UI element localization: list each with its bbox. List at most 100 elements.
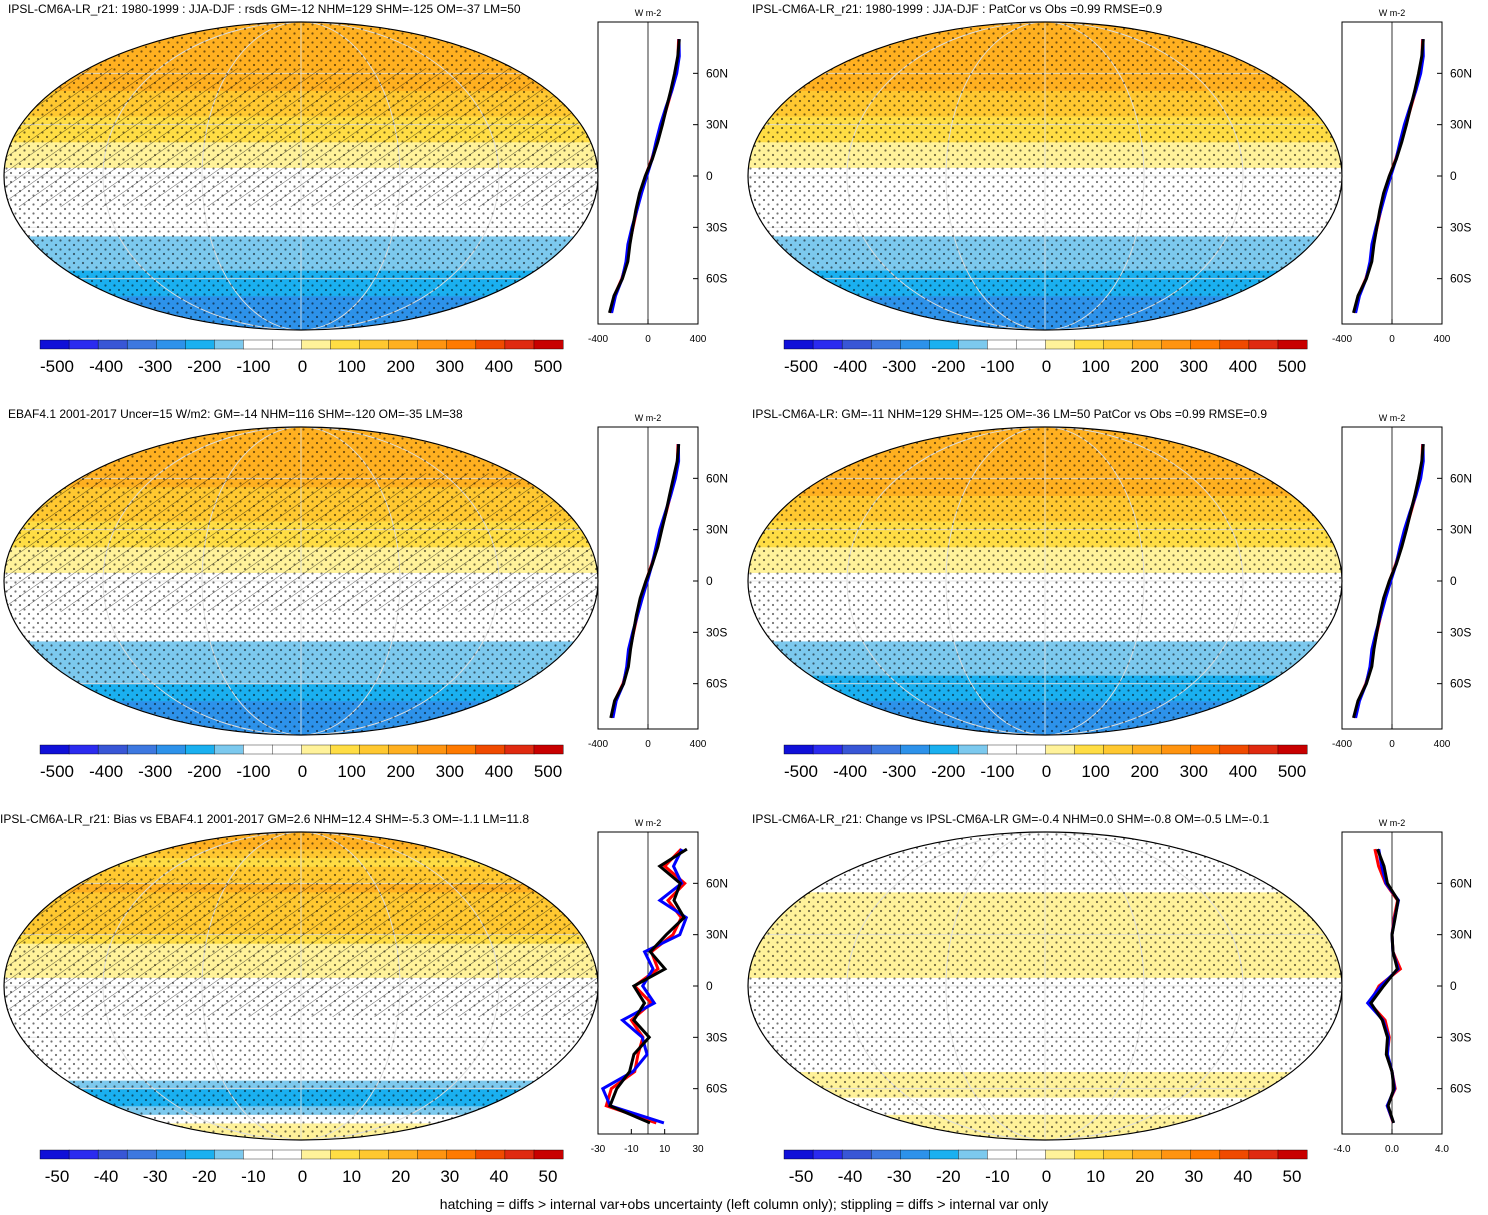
lat-tick-label: 30N (1450, 118, 1472, 132)
colorbar-swatch (1161, 339, 1192, 350)
mean-profile-line (1352, 443, 1425, 719)
colorbar-swatch (301, 339, 332, 350)
colorbar-swatch (475, 339, 506, 350)
colorbar-swatch (126, 744, 157, 755)
colorbar-swatch (1074, 744, 1105, 755)
colorbar-swatch (446, 744, 477, 755)
colorbar-tick-label: -300 (138, 762, 172, 781)
colorbar-swatch (783, 339, 814, 350)
colorbar-swatch (870, 339, 901, 350)
colorbar-swatch (1016, 339, 1047, 350)
colorbar-swatch (870, 744, 901, 755)
colorbar-swatch (1045, 744, 1076, 755)
colorbar-tick-label: 300 (1180, 357, 1208, 376)
panel-title: IPSL-CM6A-LR_r21: Change vs IPSL-CM6A-LR… (752, 812, 1270, 826)
panel-graphics: -30 -10 10 30 W m-2 60N 30N 0 30S 60S -50 -40 -30 -20… (3, 818, 728, 1186)
profile-unit-label: W m-2 (1379, 8, 1406, 18)
colorbar-swatch (475, 744, 506, 755)
panel-6: IPSL-CM6A-LR_r21: Change vs IPSL-CM6A-LR… (744, 810, 1488, 1215)
colorbar-swatch (1132, 744, 1163, 755)
colorbar-tick-label: -200 (187, 762, 221, 781)
colorbar-swatch (301, 744, 332, 755)
colorbar-swatch (97, 744, 128, 755)
lat-tick-label: 0 (1450, 169, 1457, 183)
panel-graphics: -4.0 0.0 4.0 W m-2 60N 30N 0 30S 60S -50 -40 -30 -20… (747, 818, 1472, 1186)
lat-tick-label: 60N (1450, 66, 1472, 80)
colorbar-swatch (958, 339, 988, 350)
panel-4: IPSL-CM6A-LR: GM=-11 NHM=129 SHM=-125 OM… (744, 405, 1488, 810)
mean-profile-line (608, 38, 681, 314)
colorbar-tick-label: -100 (980, 357, 1014, 376)
colorbar-swatch (1103, 339, 1134, 350)
colorbar-swatch (359, 1149, 390, 1160)
model-profile-line (600, 848, 689, 1125)
lat-tick-label: 60S (706, 272, 727, 286)
colorbar-swatch (987, 339, 1017, 350)
hatching (4, 878, 598, 1017)
colorbar-swatch (987, 744, 1017, 755)
colorbar-tick-label: 10 (1086, 1167, 1105, 1186)
colorbar-swatch (156, 744, 186, 755)
colorbar-swatch (68, 339, 99, 350)
colorbar-swatch (841, 1149, 872, 1160)
colorbar-tick-label: -500 (784, 762, 818, 781)
lat-tick-label: 30N (706, 928, 728, 942)
colorbar-tick-label: 0 (1042, 357, 1051, 376)
colorbar-swatch (812, 1149, 843, 1160)
colorbar-tick-label: 30 (1184, 1167, 1203, 1186)
profile-tick-label: 400 (1434, 334, 1451, 345)
mean-profile-line (1369, 848, 1400, 1124)
profile-tick-label: 0 (645, 334, 651, 345)
colorbar-tick-label: 100 (337, 762, 365, 781)
colorbar-tick-label: 0 (298, 762, 307, 781)
colorbar-swatch (987, 1149, 1017, 1160)
lat-tick-label: 60S (706, 677, 727, 691)
profile-tick-label: 0.0 (1385, 1144, 1399, 1155)
lat-tick-label: 30S (1450, 625, 1471, 639)
colorbar-tick-label: 0 (1042, 762, 1051, 781)
colorbar-tick-label: 400 (1229, 762, 1257, 781)
colorbar-swatch (841, 744, 872, 755)
footer-note: hatching = diffs > internal var+obs unce… (439, 1196, 1049, 1212)
colorbar-swatch (1219, 744, 1250, 755)
lat-tick-label: 60S (706, 1082, 727, 1096)
profile-unit-label: W m-2 (1379, 818, 1406, 828)
map (4, 427, 598, 735)
panel-title: EBAF4.1 2001-2017 Uncer=15 W/m2: GM=-14 … (8, 407, 463, 421)
colorbar-tick-label: -400 (89, 762, 123, 781)
colorbar-swatch (1103, 744, 1134, 755)
colorbar-swatch (1248, 339, 1279, 350)
profile-tick-label: 0 (645, 739, 651, 750)
panel-1: IPSL-CM6A-LR_r21: 1980-1999 : JJA-DJF : … (0, 0, 744, 405)
colorbar-tick-label: 200 (387, 357, 415, 376)
colorbar-swatch (1045, 1149, 1076, 1160)
colorbar-swatch (156, 339, 186, 350)
lat-tick-label: 0 (1450, 574, 1457, 588)
colorbar-swatch (1045, 339, 1076, 350)
lat-tick-label: 30S (1450, 1030, 1471, 1044)
profile-tick-label: -30 (591, 1144, 606, 1155)
colorbar-tick-label: -100 (236, 357, 270, 376)
lat-tick-label: 0 (706, 979, 713, 993)
lat-tick-label: 60N (1450, 471, 1472, 485)
colorbar-swatch (185, 744, 215, 755)
colorbar-swatch (272, 1149, 303, 1160)
colorbar-swatch (272, 339, 303, 350)
colorbar-swatch (156, 1149, 186, 1160)
colorbar-tick-label: -100 (980, 762, 1014, 781)
colorbar-tick-label: -200 (187, 357, 221, 376)
colorbar-tick-label: -10 (985, 1167, 1010, 1186)
colorbar-tick-label: 40 (1233, 1167, 1252, 1186)
colorbar-swatch (388, 744, 419, 755)
colorbar-swatch (1074, 1149, 1105, 1160)
colorbar-tick-label: 400 (485, 762, 513, 781)
colorbar-tick-label: 500 (534, 762, 562, 781)
colorbar-swatch (68, 1149, 99, 1160)
colorbar-swatch (958, 744, 988, 755)
profile-tick-label: 4.0 (1435, 1144, 1449, 1155)
colorbar-tick-label: 200 (1131, 357, 1159, 376)
lat-tick-label: 60N (706, 66, 728, 80)
colorbar-tick-label: 100 (1081, 357, 1109, 376)
colorbar-swatch (185, 1149, 215, 1160)
colorbar-swatch (446, 339, 477, 350)
